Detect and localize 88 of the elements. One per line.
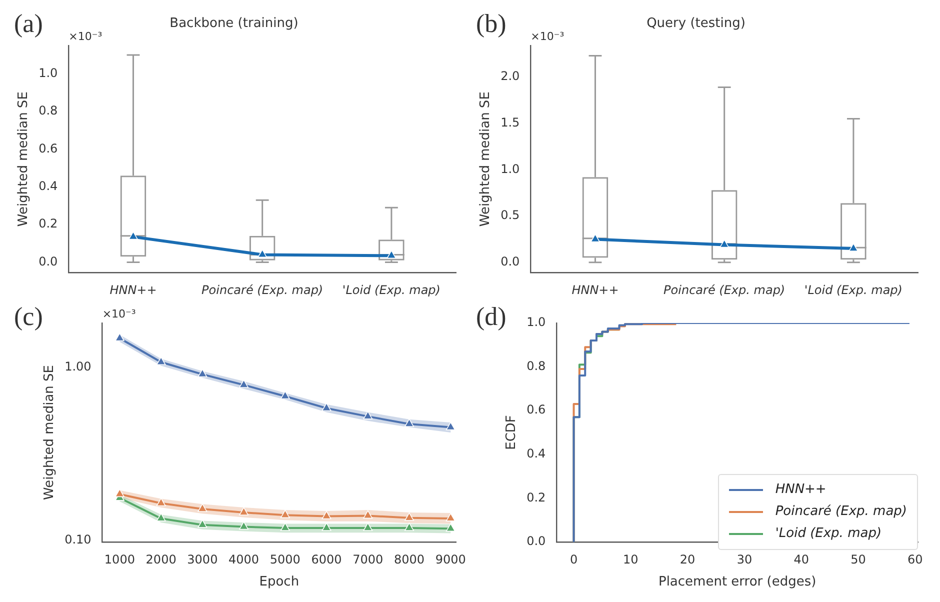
point <box>280 510 290 518</box>
x-tick-label: 40 <box>794 552 809 566</box>
y-tick-label: 1.00 <box>64 359 92 374</box>
point <box>404 522 414 531</box>
y-tick-label: 0.0 <box>500 254 520 269</box>
y-tick-label: 0.2 <box>526 490 546 504</box>
point <box>322 510 332 520</box>
point <box>239 507 249 516</box>
x-tick-label: 'Loid (Exp. map) <box>804 282 902 297</box>
x-tick-label: 20 <box>680 552 696 566</box>
point <box>322 402 332 412</box>
legend-label: HNN++ <box>775 481 826 499</box>
x-tick-label: 5000 <box>270 552 300 566</box>
y-tick-label: 0.2 <box>38 216 58 231</box>
x-tick-label: 50 <box>850 552 866 566</box>
y-axis-title: ECDF <box>504 415 520 450</box>
x-tick-label: 30 <box>736 552 752 566</box>
x-tick-label: Poincaré (Exp. map) <box>664 282 786 297</box>
chart-title: Query (testing) <box>646 16 746 32</box>
point <box>404 418 414 427</box>
point <box>404 512 414 521</box>
x-axis-title: Epoch <box>259 574 300 590</box>
text: (d) <box>476 302 506 331</box>
point <box>720 239 730 248</box>
y-tick-label: 0.4 <box>526 446 546 461</box>
x-tick-label: 6000 <box>311 552 342 566</box>
x-tick-label: 60 <box>908 552 923 566</box>
point <box>114 332 124 342</box>
point <box>363 411 373 420</box>
y-tick-label: 0.0 <box>526 534 546 548</box>
point <box>239 380 249 388</box>
text: (a) <box>14 8 43 38</box>
point <box>446 523 456 532</box>
y-tick-label: 0.8 <box>526 358 546 373</box>
y-tick-label: 0.10 <box>64 532 92 547</box>
text: (b) <box>476 8 506 38</box>
y-axis-title: Weighted median SE <box>42 364 58 500</box>
y-axis-title: Weighted median SE <box>16 92 32 227</box>
point <box>848 243 858 252</box>
legend-label: 'Loid (Exp. map) <box>775 525 882 543</box>
y-tick-label: 1.0 <box>526 315 546 330</box>
x-tick-label: 'Loid (Exp. map) <box>342 282 440 297</box>
point <box>239 521 249 530</box>
point <box>156 513 166 522</box>
point <box>322 522 332 531</box>
point <box>198 504 208 512</box>
y-tick-label: 0.8 <box>38 104 58 118</box>
x-tick-label: 3000 <box>187 552 218 566</box>
point <box>258 249 268 258</box>
x-tick-label: HNN++ <box>110 282 157 297</box>
y-tick-label: 1.5 <box>500 116 520 130</box>
y-tick-label: 0.6 <box>38 141 58 156</box>
x-axis-title: Placement error (edges) <box>658 574 816 590</box>
text: ×10⁻³ <box>68 30 102 43</box>
point <box>363 510 373 519</box>
y-tick-label: 1.0 <box>500 162 520 176</box>
x-tick-label: 1000 <box>104 552 135 566</box>
point <box>446 513 456 522</box>
y-tick-label: 0.0 <box>38 254 58 268</box>
point <box>280 522 290 531</box>
y-axis-title: Weighted median SE <box>478 92 494 227</box>
x-tick-label: 10 <box>623 552 638 566</box>
x-tick-label: 8000 <box>394 552 425 566</box>
x-tick-label: 7000 <box>352 552 384 566</box>
chart-title: Backbone (training) <box>170 16 298 32</box>
y-tick-label: 0.4 <box>38 179 58 194</box>
y-tick-label: 0.6 <box>526 402 546 417</box>
text: ×10⁻³ <box>102 307 136 320</box>
x-tick-label: HNN++ <box>572 282 619 297</box>
y-tick-label: 1.0 <box>38 66 58 80</box>
x-tick-label: 9000 <box>435 552 466 566</box>
x-tick-label: 0 <box>570 552 578 566</box>
text: (c) <box>14 302 43 331</box>
x-tick-label: Poincaré (Exp. map) <box>202 282 324 297</box>
text: ×10⁻³ <box>530 30 564 43</box>
legend-label: Poincaré (Exp. map) <box>775 503 907 521</box>
point <box>363 522 373 531</box>
point <box>280 390 290 400</box>
point <box>198 520 208 528</box>
point <box>114 488 124 498</box>
y-tick-label: 2.0 <box>500 69 520 84</box>
x-tick-label: 4000 <box>228 552 260 566</box>
y-tick-label: 0.5 <box>500 208 520 222</box>
point <box>446 422 456 430</box>
point <box>198 368 208 378</box>
point <box>156 356 166 366</box>
x-tick-label: 2000 <box>146 552 176 566</box>
point <box>156 498 166 506</box>
